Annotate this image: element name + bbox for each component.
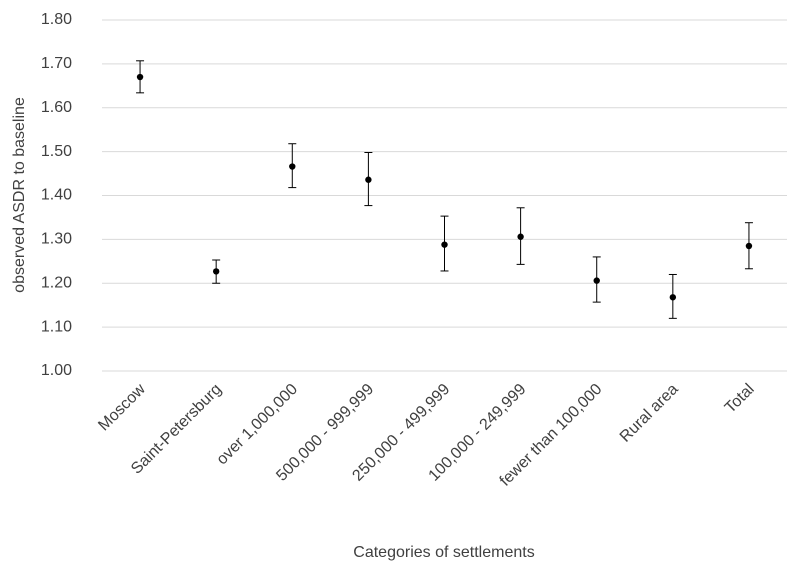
point [441,241,448,248]
point [669,294,677,301]
point [593,277,600,284]
y-axis-title: observed ASDR to baseline [11,97,28,293]
y-tick-label: 1.80 [41,11,72,28]
y-tick-label: 1.40 [41,187,72,204]
x-tick-label: Total [722,381,758,417]
y-tick-label: 1.60 [41,99,72,116]
point [136,73,144,81]
x-tick-label: Rural area [617,381,682,446]
point [517,233,524,240]
y-tick-label: 1.30 [41,231,72,248]
y-tick-label: 1.00 [41,362,72,379]
point [289,163,296,170]
y-tick-label: 1.70 [41,55,72,72]
point [745,242,753,250]
y-tick-label: 1.10 [41,318,72,335]
x-tick-label: over 1,000,000 [214,381,302,469]
x-axis-title: Categories of settlements [353,544,534,561]
point [212,268,220,275]
y-tick-label: 1.20 [41,274,72,291]
x-tick-label: Moscow [95,380,149,434]
point [365,176,372,183]
y-tick-label: 1.50 [41,143,72,160]
